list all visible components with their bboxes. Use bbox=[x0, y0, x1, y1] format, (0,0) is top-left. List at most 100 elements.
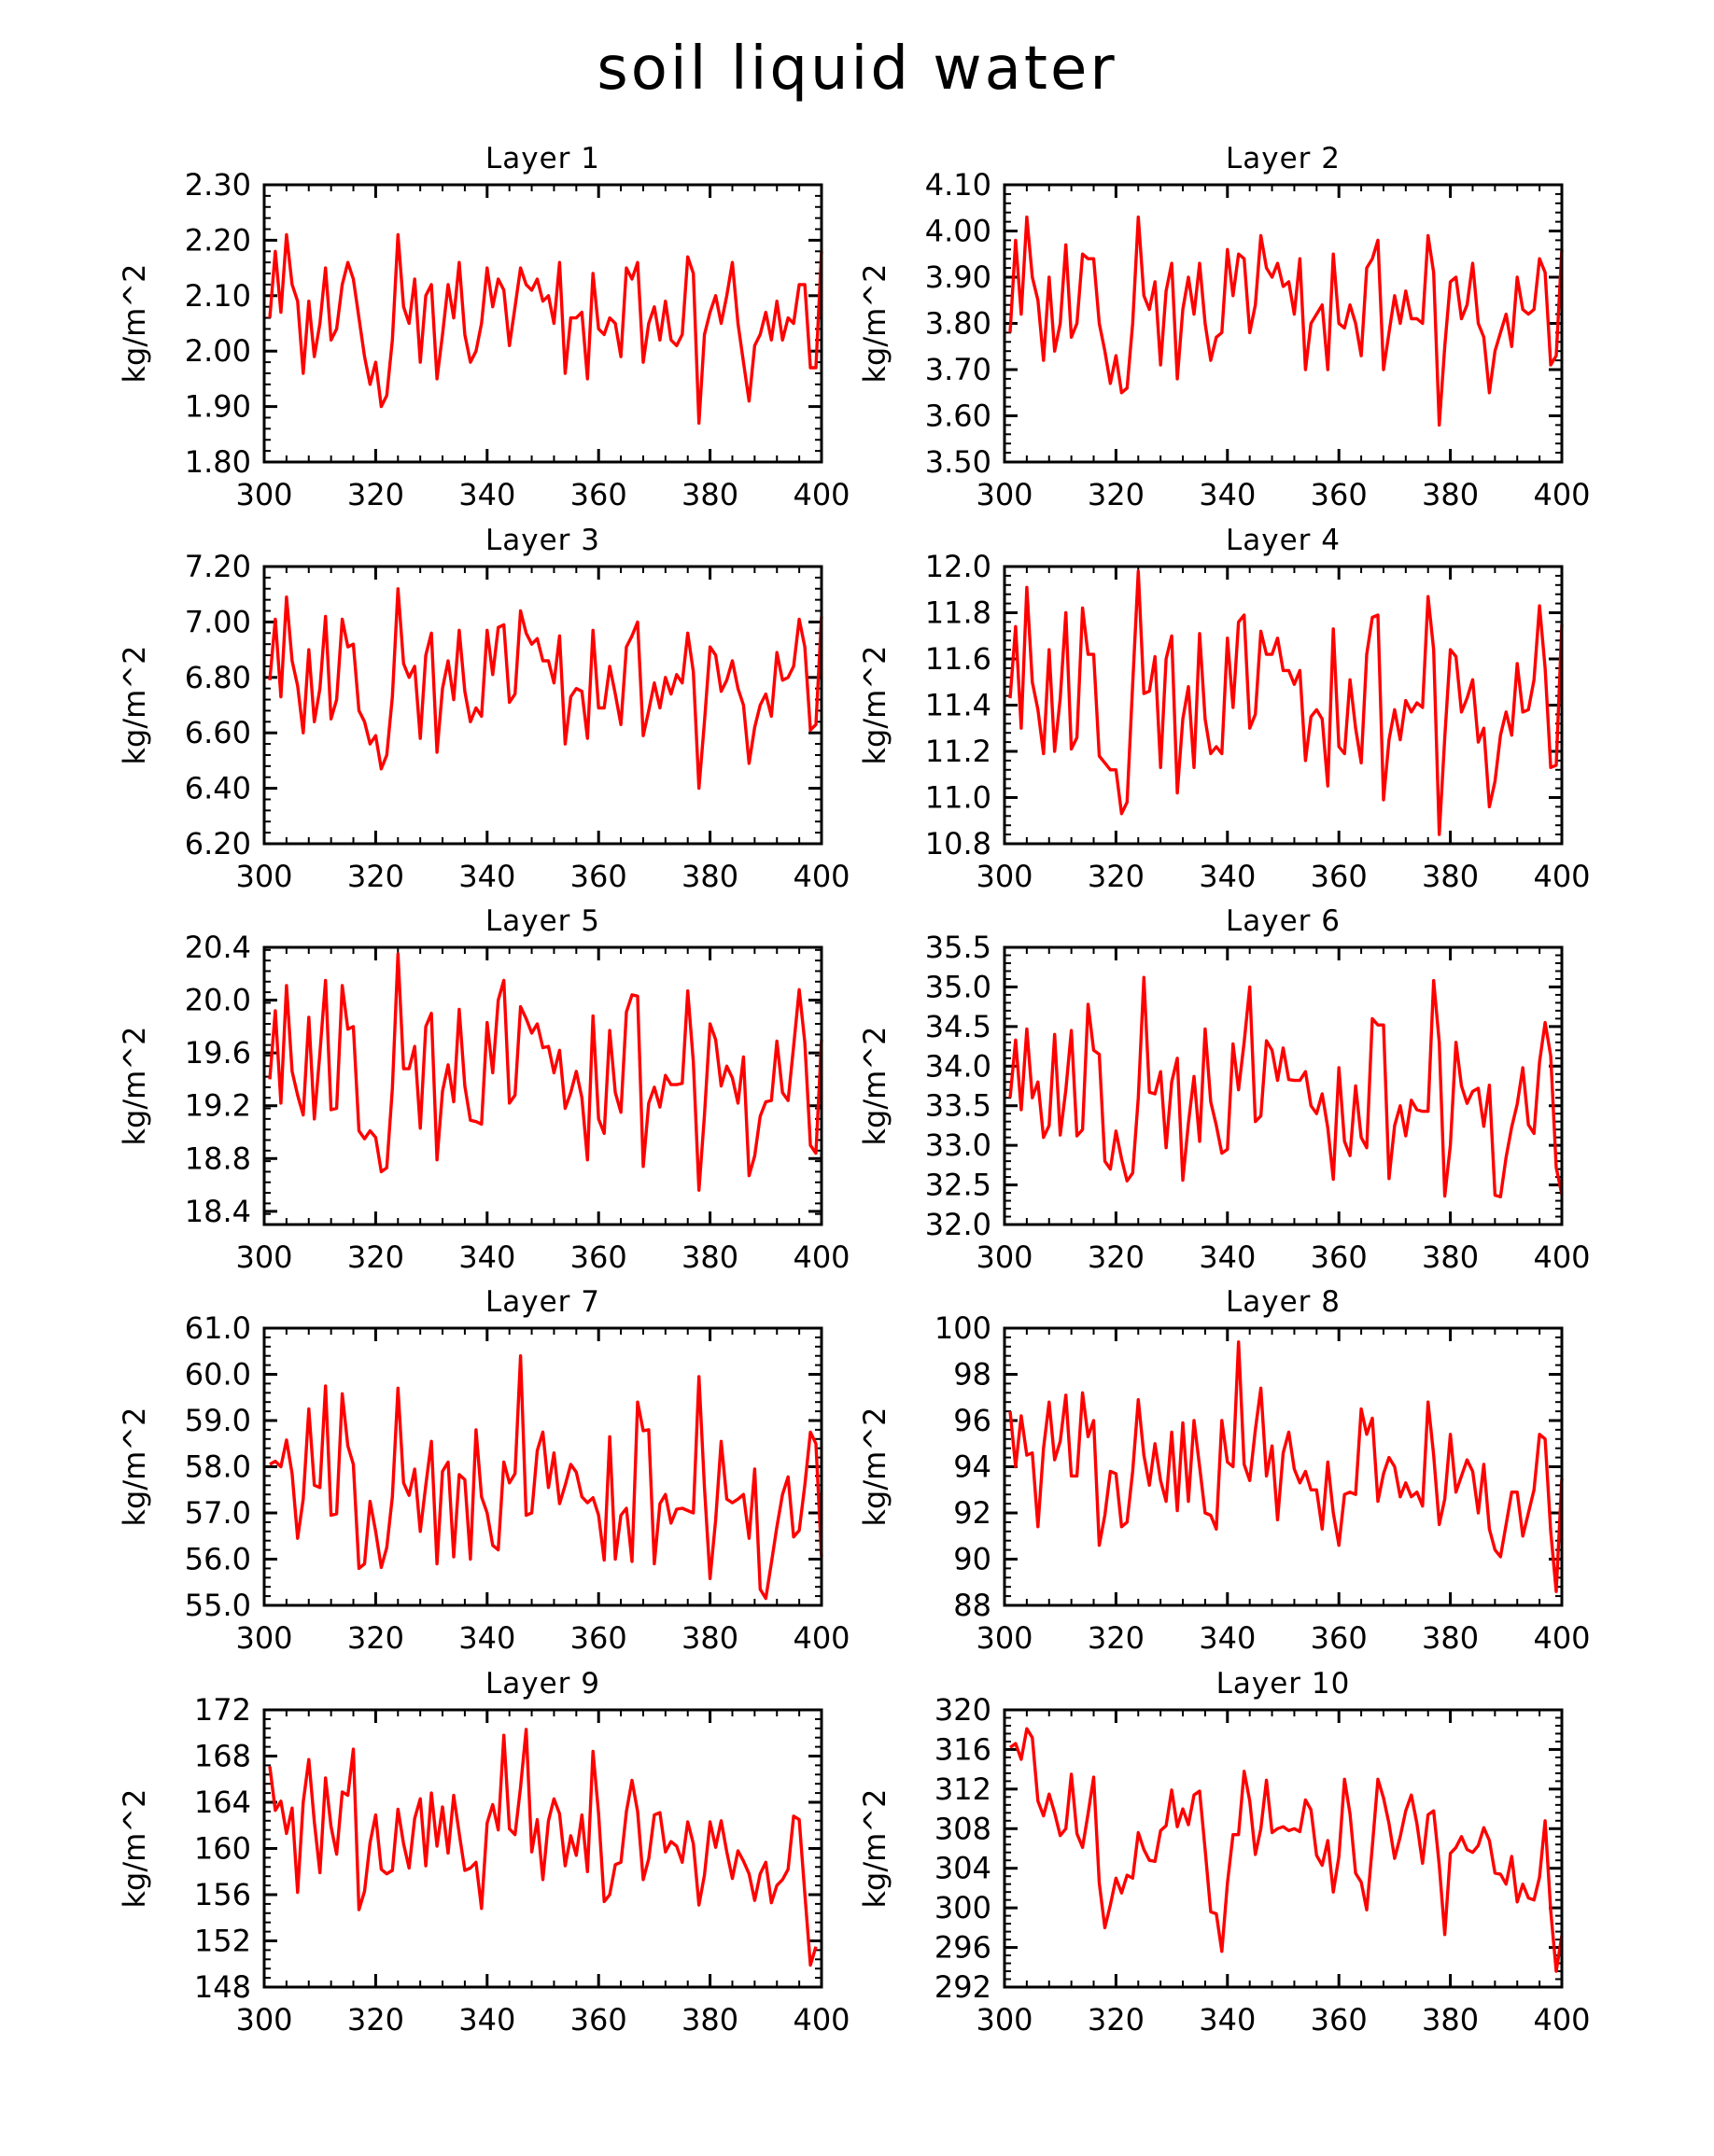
y-tick-label: 308 bbox=[934, 1811, 991, 1846]
x-tick-label: 320 bbox=[1088, 1239, 1145, 1275]
series-line bbox=[268, 1728, 818, 1967]
x-tick-label: 300 bbox=[976, 2002, 1033, 2037]
y-tick-label: 61.0 bbox=[185, 1310, 251, 1346]
x-tick-label: 340 bbox=[458, 1620, 515, 1656]
x-tick-label: 340 bbox=[458, 477, 515, 512]
x-tick-label: 340 bbox=[1199, 859, 1256, 894]
x-tick-label: 400 bbox=[793, 859, 850, 894]
x-tick-label: 400 bbox=[793, 477, 850, 512]
y-tick-label: 32.5 bbox=[925, 1168, 991, 1203]
x-tick-label: 400 bbox=[1533, 477, 1590, 512]
chart-panel-layer-7: Layer 7 kg/m^2 300 320 340 360 380 400 55.0 56.0 5… bbox=[117, 1285, 850, 1656]
y-tick-label: 156 bbox=[194, 1877, 251, 1912]
y-axis-label: kg/m^2 bbox=[117, 264, 152, 384]
y-tick-label: 35.5 bbox=[925, 930, 991, 965]
chart-panel-layer-1: Layer 1 kg/m^2 300 320 340 360 380 400 1.80 1.90 2… bbox=[117, 142, 850, 512]
y-tick-label: 1.90 bbox=[185, 389, 251, 425]
y-tick-label: 57.0 bbox=[185, 1495, 251, 1531]
y-tick-label: 148 bbox=[194, 1969, 251, 2005]
y-tick-label: 160 bbox=[194, 1831, 251, 1867]
y-axis-label: kg/m^2 bbox=[857, 646, 892, 765]
x-tick-label: 300 bbox=[976, 859, 1033, 894]
plot-frame bbox=[1003, 1326, 1564, 1607]
chart-panel-layer-6: Layer 6 kg/m^2 300 320 340 360 380 400 32.0 32.5 3… bbox=[857, 904, 1591, 1275]
y-tick-label: 11.0 bbox=[925, 780, 991, 816]
y-tick-label: 172 bbox=[194, 1692, 251, 1728]
x-tick-label: 360 bbox=[570, 477, 627, 512]
y-tick-label: 6.20 bbox=[185, 826, 251, 861]
x-tick-label: 300 bbox=[235, 2002, 292, 2037]
y-tick-label: 296 bbox=[934, 1930, 991, 1966]
y-axis-label: kg/m^2 bbox=[117, 1407, 152, 1527]
series-line bbox=[268, 587, 823, 791]
x-tick-label: 340 bbox=[458, 859, 515, 894]
plot-frame bbox=[262, 1708, 823, 1989]
y-tick-label: 312 bbox=[934, 1771, 991, 1807]
x-tick-label: 400 bbox=[793, 1239, 850, 1275]
chart-panel-layer-3: Layer 3 kg/m^2 300 320 340 360 380 400 6.20 6.40 6… bbox=[117, 524, 850, 894]
panel-title: Layer 10 bbox=[1216, 1667, 1351, 1701]
y-tick-label: 92 bbox=[953, 1495, 991, 1531]
y-tick-label: 58.0 bbox=[185, 1449, 251, 1485]
x-tick-label: 340 bbox=[1199, 477, 1256, 512]
y-tick-label: 152 bbox=[194, 1924, 251, 1959]
y-tick-label: 304 bbox=[934, 1851, 991, 1886]
y-tick-label: 55.0 bbox=[185, 1588, 251, 1623]
x-tick-label: 380 bbox=[1422, 477, 1479, 512]
y-tick-label: 316 bbox=[934, 1731, 991, 1767]
x-tick-label: 320 bbox=[347, 2002, 404, 2037]
y-axis-label: kg/m^2 bbox=[857, 264, 892, 384]
y-tick-label: 2.00 bbox=[185, 333, 251, 369]
x-tick-label: 320 bbox=[1088, 859, 1145, 894]
x-tick-label: 320 bbox=[1088, 1620, 1145, 1656]
panel-title: Layer 2 bbox=[1226, 142, 1341, 175]
y-tick-label: 56.0 bbox=[185, 1542, 251, 1577]
y-tick-label: 11.6 bbox=[925, 641, 991, 677]
x-tick-label: 380 bbox=[681, 1620, 738, 1656]
y-tick-label: 300 bbox=[934, 1890, 991, 1925]
x-tick-label: 300 bbox=[235, 859, 292, 894]
y-tick-label: 98 bbox=[953, 1357, 991, 1393]
x-tick-label: 360 bbox=[570, 1239, 627, 1275]
x-tick-label: 400 bbox=[1533, 1620, 1590, 1656]
y-axis-label: kg/m^2 bbox=[857, 1789, 892, 1909]
y-tick-label: 20.0 bbox=[185, 983, 251, 1018]
plot-frame bbox=[262, 1326, 823, 1607]
y-tick-label: 1.80 bbox=[185, 444, 251, 480]
x-tick-label: 360 bbox=[1311, 1239, 1368, 1275]
y-tick-label: 59.0 bbox=[185, 1403, 251, 1438]
y-tick-label: 33.0 bbox=[925, 1127, 991, 1163]
x-tick-label: 300 bbox=[235, 1239, 292, 1275]
x-tick-label: 400 bbox=[793, 2002, 850, 2037]
y-tick-label: 100 bbox=[934, 1310, 991, 1346]
y-tick-label: 2.10 bbox=[185, 278, 251, 314]
x-tick-label: 320 bbox=[1088, 2002, 1145, 2037]
y-tick-label: 34.5 bbox=[925, 1009, 991, 1044]
y-tick-label: 88 bbox=[953, 1588, 991, 1623]
x-tick-label: 320 bbox=[1088, 477, 1145, 512]
x-tick-label: 380 bbox=[1422, 1239, 1479, 1275]
panel-title: Layer 7 bbox=[485, 1285, 600, 1319]
x-tick-label: 300 bbox=[976, 1239, 1033, 1275]
y-tick-label: 3.90 bbox=[925, 259, 991, 295]
y-tick-label: 60.0 bbox=[185, 1357, 251, 1393]
y-axis-label: kg/m^2 bbox=[117, 1027, 152, 1146]
chart-panel-layer-2: Layer 2 kg/m^2 300 320 340 360 380 400 3.50 3.60 3… bbox=[857, 142, 1591, 512]
plot-frame bbox=[1003, 945, 1564, 1226]
plot-frame bbox=[1003, 183, 1564, 464]
series-line bbox=[1008, 215, 1564, 427]
y-tick-label: 20.4 bbox=[185, 930, 251, 965]
plot-frame bbox=[262, 565, 823, 846]
y-tick-label: 6.80 bbox=[185, 660, 251, 695]
y-axis-label: kg/m^2 bbox=[117, 646, 152, 765]
x-tick-label: 380 bbox=[681, 2002, 738, 2037]
x-tick-label: 320 bbox=[347, 1620, 404, 1656]
y-tick-label: 18.4 bbox=[185, 1194, 251, 1229]
plot-frame bbox=[1003, 565, 1564, 846]
x-tick-label: 340 bbox=[458, 1239, 515, 1275]
x-tick-label: 400 bbox=[1533, 859, 1590, 894]
x-tick-label: 360 bbox=[570, 2002, 627, 2037]
x-tick-label: 380 bbox=[1422, 1620, 1479, 1656]
